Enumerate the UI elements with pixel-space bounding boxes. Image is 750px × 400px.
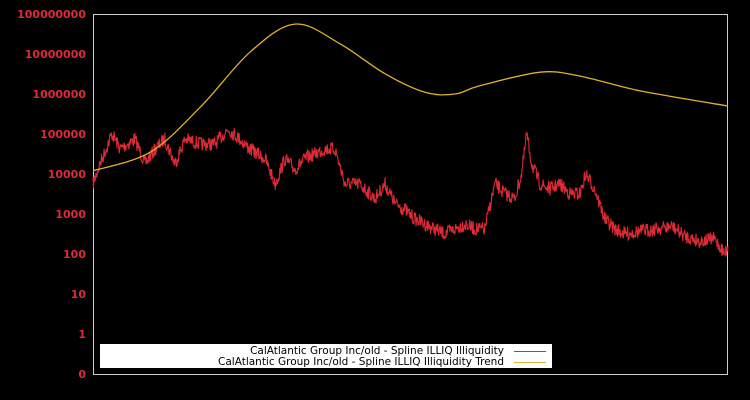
y-tick-label: 0 [78,368,86,381]
legend-label: CalAtlantic Group Inc/old - Spline ILLIQ… [250,345,504,357]
y-tick-label: 1 [78,328,86,341]
legend-swatch-red-line-icon [514,350,546,352]
illiquidity-line [92,128,729,258]
series-layer [92,23,729,258]
legend: CalAtlantic Group Inc/old - Spline ILLIQ… [100,344,552,368]
y-tick-label: 10 [71,288,87,301]
legend-item-trend: CalAtlantic Group Inc/old - Spline ILLIQ… [218,356,546,368]
legend-label: CalAtlantic Group Inc/old - Spline ILLIQ… [218,356,504,368]
plot-area-frame [93,14,728,375]
trend-line [92,23,729,172]
y-tick-label: 100000000 [17,8,86,21]
y-tick-label: 1000 [55,208,86,221]
y-tick-label: 100000 [40,128,86,141]
legend-item-illiquidity: CalAtlantic Group Inc/old - Spline ILLIQ… [250,345,546,357]
legend-swatch-gold-line-icon [514,361,546,363]
y-tick-label: 10000000 [25,48,87,61]
y-tick-label: 10000 [48,168,87,181]
y-tick-label: 100 [63,248,86,261]
y-tick-label: 1000000 [32,88,86,101]
y-axis: 100000000 10000000 1000000 100000 10000 … [17,8,86,381]
